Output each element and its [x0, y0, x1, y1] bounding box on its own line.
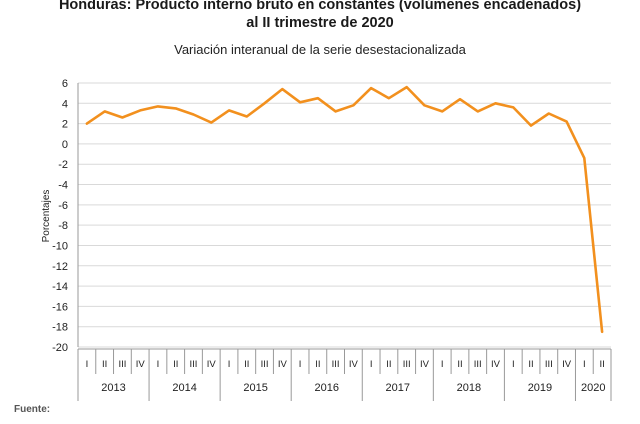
data-point	[388, 97, 390, 100]
y-tick-label: -10	[52, 240, 68, 252]
quarter-label: II	[528, 359, 533, 370]
data-point	[210, 121, 213, 124]
y-tick-label: -14	[52, 281, 68, 293]
quarter-label: IV	[349, 359, 359, 370]
quarter-label: III	[190, 359, 198, 370]
y-tick-label: 2	[62, 119, 68, 131]
year-label: 2014	[172, 382, 196, 394]
year-label: 2015	[243, 382, 267, 394]
chart-title-line2: al II trimestre de 2020	[246, 15, 394, 31]
quarter-label: IV	[207, 359, 217, 370]
quarter-label: I	[512, 359, 515, 370]
data-point	[245, 115, 248, 118]
quarter-label: IV	[562, 359, 572, 370]
data-point	[583, 157, 586, 159]
quarter-label: III	[332, 359, 340, 370]
quarter-label: IV	[491, 359, 501, 370]
data-point	[121, 116, 124, 119]
data-point	[423, 104, 426, 107]
y-tick-label: -18	[52, 322, 68, 334]
quarter-label: I	[441, 359, 444, 370]
quarter-label: III	[403, 359, 411, 370]
quarter-label: II	[173, 359, 178, 370]
y-tick-label: 4	[62, 98, 68, 110]
y-tick-label: 6	[62, 78, 68, 90]
data-point	[548, 112, 550, 115]
y-tick-labels: 6 4 2 0 -2 -4 -6 -8 -10 -12 -14 -16 -18 -20	[52, 78, 68, 354]
y-tick-label: -6	[58, 200, 68, 212]
y-tick-label: 0	[62, 139, 68, 151]
quarter-label: II	[457, 359, 462, 370]
data-point	[405, 86, 408, 88]
quarter-label: II	[386, 359, 391, 370]
quarter-label: II	[599, 359, 604, 370]
data-point	[530, 124, 532, 127]
year-label: 2020	[581, 382, 605, 394]
data-point	[317, 97, 319, 100]
data-point	[174, 107, 177, 110]
series-line	[85, 85, 604, 334]
year-label: 2017	[386, 382, 410, 394]
quarter-label: IV	[278, 359, 288, 370]
quarter-label: I	[370, 359, 373, 370]
data-point	[263, 102, 266, 105]
data-point	[103, 110, 106, 113]
data-point	[370, 87, 372, 89]
quarter-label: III	[474, 359, 482, 370]
quarter-label: III	[545, 359, 553, 370]
y-tick-label: -2	[58, 159, 68, 171]
data-point	[565, 120, 568, 123]
y-tick-label: -16	[52, 301, 68, 313]
quarter-label: I	[157, 359, 160, 370]
axes	[77, 83, 612, 401]
data-point	[299, 101, 301, 104]
data-point	[139, 109, 141, 112]
quarter-label: III	[261, 359, 269, 370]
y-tick-label: -8	[58, 220, 68, 232]
year-label: 2018	[457, 382, 481, 394]
y-axis-label: Porcentajes	[41, 190, 52, 243]
data-point	[476, 110, 479, 113]
series	[85, 85, 604, 334]
data-point	[601, 330, 603, 333]
source-label: Fuente:	[14, 404, 51, 415]
data-point	[459, 98, 461, 101]
quarter-label: I	[228, 359, 231, 370]
data-point	[192, 113, 195, 116]
data-point	[334, 110, 337, 113]
data-point	[157, 105, 159, 108]
data-point	[512, 106, 515, 109]
y-tick-label: -12	[52, 261, 68, 273]
quarter-label: IV	[136, 359, 146, 370]
data-point	[441, 110, 444, 113]
y-tick-label: -4	[58, 180, 68, 192]
chart-title-line1: Honduras: Producto interno bruto en cons…	[58, 0, 582, 13]
data-point	[228, 109, 230, 112]
quarter-label: II	[102, 359, 107, 370]
quarter-label: III	[118, 359, 126, 370]
data-point	[281, 88, 284, 90]
quarter-label: I	[299, 359, 302, 370]
data-point	[86, 122, 88, 125]
quarter-label: II	[315, 359, 320, 370]
data-point	[494, 102, 497, 105]
quarter-label: IV	[420, 359, 430, 370]
year-label: 2019	[528, 382, 552, 394]
year-label: 2016	[314, 382, 338, 394]
year-label: 2013	[101, 382, 125, 394]
gridlines	[78, 82, 611, 348]
quarter-label: I	[86, 359, 89, 370]
quarter-label: II	[244, 359, 249, 370]
y-tick-label: -20	[52, 342, 68, 354]
data-point	[352, 104, 355, 107]
quarter-label: I	[583, 359, 586, 370]
chart-subtitle: Variación interanual de la serie desesta…	[174, 42, 466, 57]
